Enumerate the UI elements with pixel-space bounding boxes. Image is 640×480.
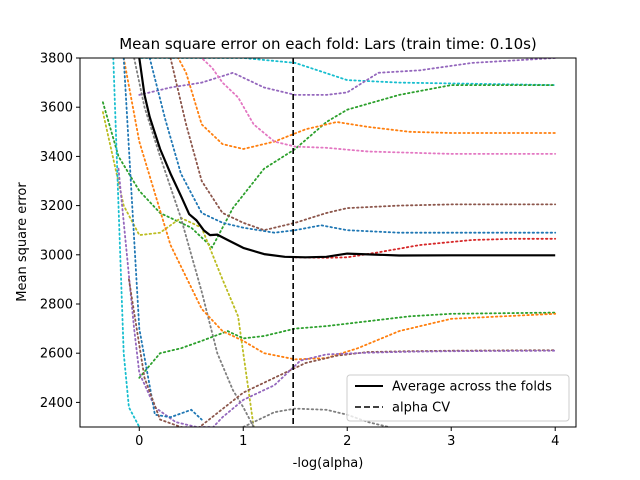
y-tick-label: 3400: [40, 150, 73, 165]
series-line-fold-8: [294, 237, 557, 259]
series-line-fold-1: [137, 58, 557, 86]
x-tick-label: 2: [343, 434, 351, 449]
y-tick-label: 2800: [40, 298, 73, 313]
y-tick-label: 3600: [40, 101, 73, 116]
series-line-fold-11: [138, 311, 557, 379]
y-axis: 2400 2600 2800 3000 3200 3400 3600 3800: [40, 52, 80, 411]
series-line-fold-4: [177, 58, 557, 150]
series-line-fold-2: [138, 58, 557, 96]
y-tick-label: 2600: [40, 347, 73, 362]
plot-area-frame: [79, 57, 577, 428]
series-line-fold-16: [185, 349, 557, 427]
series-line-fold-10: [133, 58, 255, 427]
legend-alpha-cv-label: alpha CV: [392, 401, 450, 416]
x-tick-label: 4: [551, 434, 559, 449]
average-series-group: [138, 58, 556, 259]
x-tick-label: 0: [135, 434, 143, 449]
fold-series-group: [102, 58, 557, 427]
y-tick-label: 2400: [40, 396, 73, 411]
series-line-fold-14: [122, 58, 203, 421]
y-tick-label: 3800: [40, 52, 73, 67]
series-line-fold-5: [200, 58, 557, 155]
x-axis-label: -log(alpha): [293, 456, 364, 471]
average-line: [138, 58, 556, 259]
y-tick-label: 3200: [40, 199, 73, 214]
x-tick-label: 1: [239, 434, 247, 449]
series-line-fold-17: [242, 407, 393, 427]
y-tick-label: 3000: [40, 248, 73, 263]
x-axis: 0 1 2 3 4: [135, 427, 559, 449]
chart-title: Mean square error on each fold: Lars (tr…: [119, 35, 537, 53]
series-line-fold-3: [102, 84, 557, 249]
y-axis-label: Mean square error: [15, 182, 30, 302]
legend: Average across the folds alpha CV: [346, 374, 570, 422]
series-line-fold-12: [122, 58, 557, 361]
x-tick-label: 3: [447, 434, 455, 449]
series-line-fold-6: [169, 58, 557, 232]
series-line-fold-7: [148, 58, 557, 234]
legend-box: [346, 374, 570, 422]
legend-average-label: Average across the folds: [392, 380, 552, 395]
